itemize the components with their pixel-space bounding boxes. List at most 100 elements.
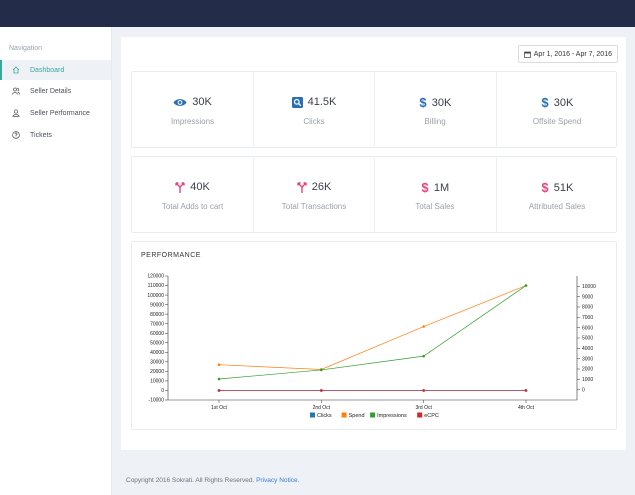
sidebar-item-label: Seller Performance	[30, 109, 90, 117]
y-left-tick-label: 120000	[147, 274, 164, 280]
legend-label-impressions: Impressions	[377, 413, 407, 419]
sidebar-item-label: Dashboard	[30, 66, 65, 74]
y-left-tick-label: 30000	[150, 360, 164, 366]
stat-label: Billing	[424, 117, 446, 126]
stat-value: 40K	[190, 181, 210, 193]
stat-value: 1M	[433, 181, 450, 194]
sidebar-item-tickets[interactable]: Tickets	[0, 125, 111, 145]
x-tick-label: 4th Oct	[518, 405, 535, 411]
performance-panel: PERFORMANCE -10000 0 10000 20000 30000 40000 5…	[131, 241, 617, 430]
stat-billing: $ 30K Billing	[374, 72, 495, 147]
x-tick-label: 3rd Oct	[415, 405, 432, 411]
y-left-tick-label: 90000	[150, 302, 164, 308]
data-point-impressions	[524, 284, 528, 287]
stat-value: 51K	[553, 181, 574, 194]
stat-value: 26K	[311, 181, 332, 193]
y-right-tick-label: 6000	[582, 325, 593, 331]
date-range-picker[interactable]: Apr 1, 2016 - Apr 7, 2016	[517, 45, 618, 63]
footer: Copyright 2016 Sokrati. All Rights Reser…	[126, 477, 299, 484]
legend-swatch-clicks	[310, 412, 315, 418]
data-point-spend	[422, 325, 425, 328]
data-point-ecpc	[217, 389, 221, 392]
dollar-icon: $	[421, 181, 429, 194]
data-point-impressions	[217, 377, 221, 381]
legend-swatch-ecpc	[417, 412, 423, 418]
y-left-tick-label: 80000	[150, 312, 164, 318]
stat-total-transactions: 26K Total Transactions	[253, 157, 374, 232]
y-right-tick-label: 5000	[582, 336, 593, 342]
copyright-text: Copyright 2016 Sokrati. All Rights Reser…	[126, 477, 255, 484]
data-point-ecpc	[524, 389, 528, 392]
stat-value: 30K	[192, 96, 212, 108]
sidebar-item-seller-performance[interactable]: Seller Performance	[0, 103, 111, 123]
y-right-tick-label: 4000	[582, 346, 593, 352]
sidebar-item-dashboard[interactable]: Dashboard	[0, 60, 111, 80]
data-point-ecpc	[422, 389, 425, 392]
stat-offsite-spend: $ 30K Offsite Spend	[496, 72, 617, 147]
dollar-icon: $	[419, 96, 427, 109]
y-left-tick-label: 50000	[150, 340, 164, 346]
users-icon	[12, 87, 20, 95]
data-point-impressions	[422, 354, 425, 358]
legend-label-clicks: Clicks	[317, 413, 332, 419]
stat-label: Total Sales	[415, 202, 455, 211]
stat-total-adds-to-cart: 40K Total Adds to cart	[132, 157, 253, 232]
user-icon	[12, 109, 20, 117]
legend-swatch-impressions	[370, 412, 376, 418]
stat-value: 30K	[553, 96, 574, 109]
y-left-tick-label: 10000	[150, 379, 164, 385]
y-right-tick-label: 8000	[582, 305, 593, 311]
stat-label: Total Transactions	[281, 202, 347, 211]
legend-label-spend: Spend	[349, 413, 365, 419]
sidebar: Navigation Dashboard Seller Details Sell…	[0, 27, 112, 495]
y-right-tick-label: 7000	[582, 315, 593, 321]
stat-label: Attributed Sales	[528, 202, 586, 211]
stat-label: Offsite Spend	[532, 117, 582, 126]
dollar-icon: $	[541, 96, 549, 109]
main-content: Apr 1, 2016 - Apr 7, 2016 30K Impression…	[121, 37, 626, 450]
help-circle-icon	[12, 131, 20, 139]
search-icon	[291, 96, 303, 108]
nav-heading: Navigation	[9, 45, 43, 52]
data-point-ecpc	[320, 389, 323, 392]
x-tick-label: 2nd Oct	[313, 405, 331, 411]
stat-impressions: 30K Impressions	[132, 72, 253, 147]
top-bar	[0, 0, 635, 27]
dollar-icon: $	[541, 181, 549, 194]
stat-total-sales: $ 1M Total Sales	[374, 157, 495, 232]
merge-icon	[297, 181, 307, 193]
home-icon	[12, 66, 20, 74]
series-line-impressions	[218, 285, 527, 380]
stat-label: Impressions	[170, 117, 215, 126]
data-point-spend	[217, 363, 221, 367]
y-left-tick-label: 0	[161, 388, 164, 394]
sidebar-item-label: Seller Details	[30, 87, 72, 95]
series-line-spend	[218, 285, 527, 370]
svg-text:$: $	[541, 96, 549, 109]
performance-chart: -100000100002000030000400005000060000700…	[147, 274, 596, 419]
stat-attributed-sales: $ 51K Attributed Sales	[496, 157, 617, 232]
calendar-icon	[523, 51, 531, 58]
stat-label: Total Adds to cart	[161, 202, 224, 211]
sidebar-item-seller-details[interactable]: Seller Details	[0, 81, 111, 101]
legend-swatch-spend	[341, 412, 347, 418]
eye-icon	[173, 98, 187, 106]
stat-clicks: 41.5K Clicks	[253, 72, 374, 147]
svg-text:$: $	[541, 181, 549, 194]
y-right-tick-label: 10000	[582, 284, 596, 290]
x-tick-label: 1st Oct	[211, 405, 227, 411]
sidebar-item-label: Tickets	[30, 131, 52, 139]
y-right-tick-label: 9000	[582, 294, 593, 300]
stat-value: 41.5K	[307, 96, 337, 108]
performance-title: PERFORMANCE	[141, 252, 201, 259]
data-point-impressions	[320, 368, 323, 372]
stats-card-sales: 40K Total Adds to cart 26K Total Transac…	[131, 156, 617, 233]
y-left-tick-label: 40000	[150, 350, 164, 356]
stat-value: 30K	[431, 96, 452, 109]
stat-label: Clicks	[303, 117, 325, 126]
svg-text:$: $	[421, 181, 429, 194]
privacy-notice-link[interactable]: Privacy Notice.	[256, 477, 300, 484]
y-right-tick-label: 2000	[582, 367, 593, 373]
y-left-tick-label: -10000	[148, 398, 164, 404]
y-left-tick-label: 110000	[148, 283, 165, 289]
